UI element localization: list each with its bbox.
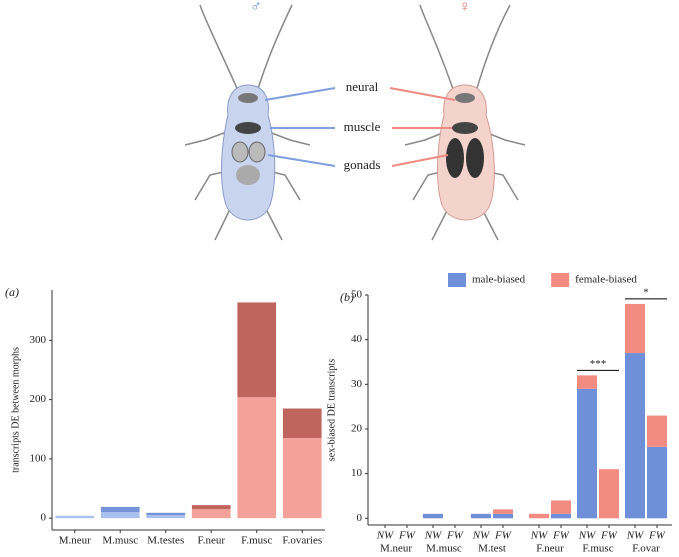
- bar: [282, 408, 322, 439]
- organ-label: muscle: [344, 119, 381, 134]
- y-tick-label: 0: [41, 512, 47, 524]
- x-tick-label: NW: [472, 530, 490, 542]
- x-tick-label: NW: [530, 530, 548, 542]
- group-label: M.test: [478, 543, 506, 555]
- y-tick-label: 200: [30, 393, 47, 405]
- bar: [647, 446, 667, 519]
- bar: [100, 512, 140, 519]
- panel-label: (a): [5, 285, 19, 299]
- bar: [282, 438, 322, 519]
- bar: [237, 302, 277, 398]
- group-label: F.neur: [536, 543, 564, 555]
- bar: [599, 469, 619, 519]
- x-tick-label: M.neur: [59, 535, 91, 547]
- bar: [100, 506, 140, 513]
- y-tick-label: 300: [30, 334, 47, 346]
- bar: [493, 509, 513, 514]
- x-tick-label: F.neur: [197, 535, 225, 547]
- x-tick-label: FW: [398, 530, 416, 542]
- illustration: ♂ ♀ neural muscle gonads: [184, 0, 526, 241]
- x-tick-label: F.musc: [241, 535, 272, 547]
- bar: [577, 388, 597, 519]
- x-tick-label: NW: [376, 530, 394, 542]
- x-tick-label: F.ovaries: [282, 535, 322, 547]
- bar: [237, 397, 277, 519]
- group-label: F.ovar: [632, 543, 660, 555]
- bar: [191, 509, 231, 519]
- y-tick-label: 20: [351, 423, 363, 435]
- x-tick-label: FW: [446, 530, 464, 542]
- bar: [625, 353, 645, 519]
- legend-label: male-biased: [472, 274, 526, 286]
- x-tick-label: M.testes: [147, 535, 184, 547]
- bar: [529, 513, 549, 519]
- x-tick-label: FW: [552, 530, 570, 542]
- x-tick-label: NW: [578, 530, 596, 542]
- bar: [625, 303, 645, 354]
- y-tick-label: 0: [357, 512, 363, 524]
- y-tick-label: 30: [351, 378, 363, 390]
- y-tick-label: 10: [351, 467, 363, 479]
- bar: [55, 515, 95, 519]
- bar: [471, 513, 491, 519]
- bar: [423, 513, 443, 519]
- bar: [577, 375, 597, 389]
- legend-swatch: [551, 273, 570, 287]
- y-axis-label: transcripts DE between morphs: [10, 347, 21, 473]
- y-tick-label: 40: [351, 333, 363, 345]
- group-label: M.musc: [426, 543, 462, 555]
- male-symbol: ♂: [250, 0, 262, 16]
- y-tick-label: 50: [351, 289, 363, 301]
- x-tick-label: NW: [424, 530, 442, 542]
- panel-label: (b): [340, 290, 354, 304]
- bar: [551, 500, 571, 514]
- significance-label: *: [643, 286, 649, 298]
- significance-label: ***: [590, 358, 607, 370]
- group-label: M.neur: [380, 543, 412, 555]
- y-axis-label: sex-biased DE transcripts: [326, 359, 337, 461]
- x-tick-label: NW: [626, 530, 644, 542]
- legend-swatch: [448, 273, 466, 287]
- bar: [146, 512, 186, 516]
- female-symbol: ♀: [459, 0, 471, 16]
- legend-label: female-biased: [575, 274, 637, 286]
- bar: [191, 505, 231, 510]
- x-tick-label: FW: [648, 530, 666, 542]
- bar: [146, 515, 186, 519]
- x-tick-label: M.musc: [102, 535, 138, 547]
- x-tick-label: FW: [494, 530, 512, 542]
- bar: [647, 415, 667, 447]
- x-tick-label: FW: [600, 530, 618, 542]
- y-tick-label: 100: [30, 452, 47, 464]
- organ-label: neural: [346, 79, 379, 94]
- group-label: F.musc: [582, 543, 613, 555]
- bar: [493, 513, 513, 519]
- bar: [551, 513, 571, 519]
- organ-label: gonads: [344, 157, 381, 172]
